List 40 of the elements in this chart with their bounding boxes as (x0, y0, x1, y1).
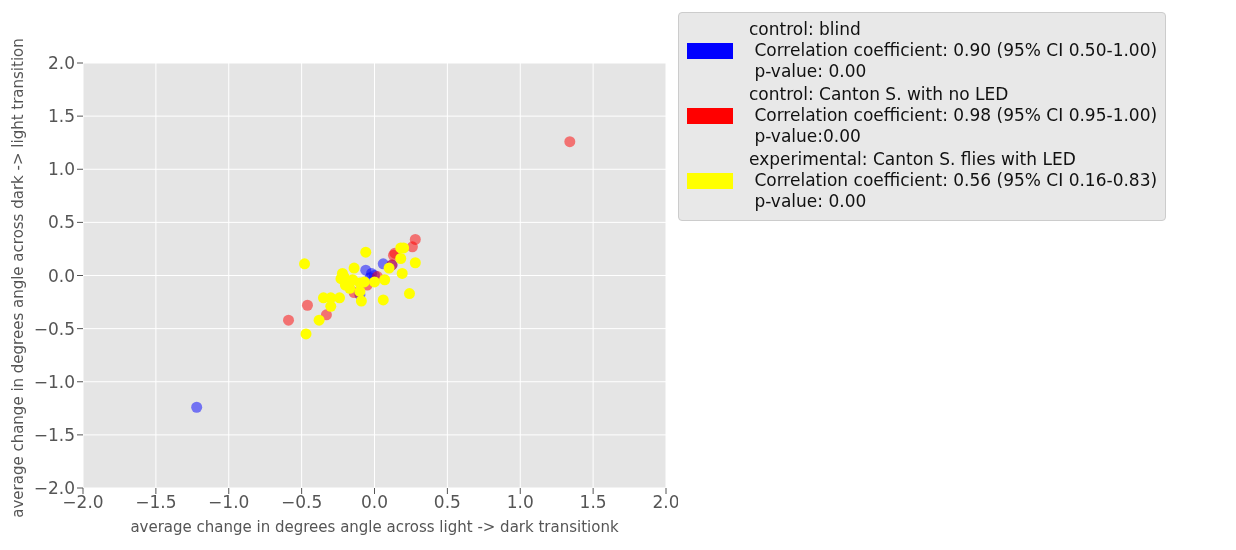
point (395, 253, 407, 264)
point (409, 233, 421, 245)
y-tick-label: −2.0 (33, 478, 75, 499)
x-tick-label: −0.5 (280, 492, 323, 513)
y-axis-title: average change in degrees angle across dark -> light transition (9, 38, 27, 518)
point (313, 314, 325, 326)
point (299, 258, 311, 270)
y-tick-label: −0.5 (33, 318, 75, 339)
y-tick-label: 1.0 (47, 159, 75, 180)
point (409, 257, 421, 269)
point (283, 314, 295, 326)
y-tick-label: −1.5 (33, 424, 75, 445)
x-tick-label: 0.5 (433, 492, 461, 513)
point (317, 292, 329, 304)
point (369, 276, 380, 288)
y-tick-label: 1.5 (47, 106, 75, 127)
point (396, 267, 408, 279)
point (334, 292, 346, 304)
y-tick-label: 0.0 (47, 265, 75, 286)
point (300, 328, 312, 340)
x-tick-label: −1.0 (208, 492, 250, 513)
y-tick-label: −1.0 (33, 371, 75, 392)
point (191, 401, 203, 413)
x-tick-label: 1.0 (506, 492, 534, 513)
point (377, 294, 389, 306)
point (564, 136, 576, 148)
x-tick-label: 2.0 (652, 492, 680, 513)
point (355, 295, 367, 307)
point (360, 246, 372, 258)
y-tick-label: 0.5 (47, 212, 75, 233)
x-tick-label: −1.5 (135, 492, 177, 513)
point (348, 262, 360, 274)
point (301, 299, 313, 311)
x-axis-title: average change in degrees angle across light -> dark transitionk (130, 518, 619, 536)
y-tick-label: 2.0 (47, 53, 75, 74)
point (403, 288, 415, 300)
x-tick-label: 1.5 (579, 492, 607, 513)
point (379, 274, 391, 286)
legend-label: experimental: Canton S. flies with LED Correlation coefficient: 0.56 (95% CI 0.16-0.83) p-value: 0.00 (749, 149, 1158, 212)
x-tick-label: 0.0 (360, 492, 389, 513)
